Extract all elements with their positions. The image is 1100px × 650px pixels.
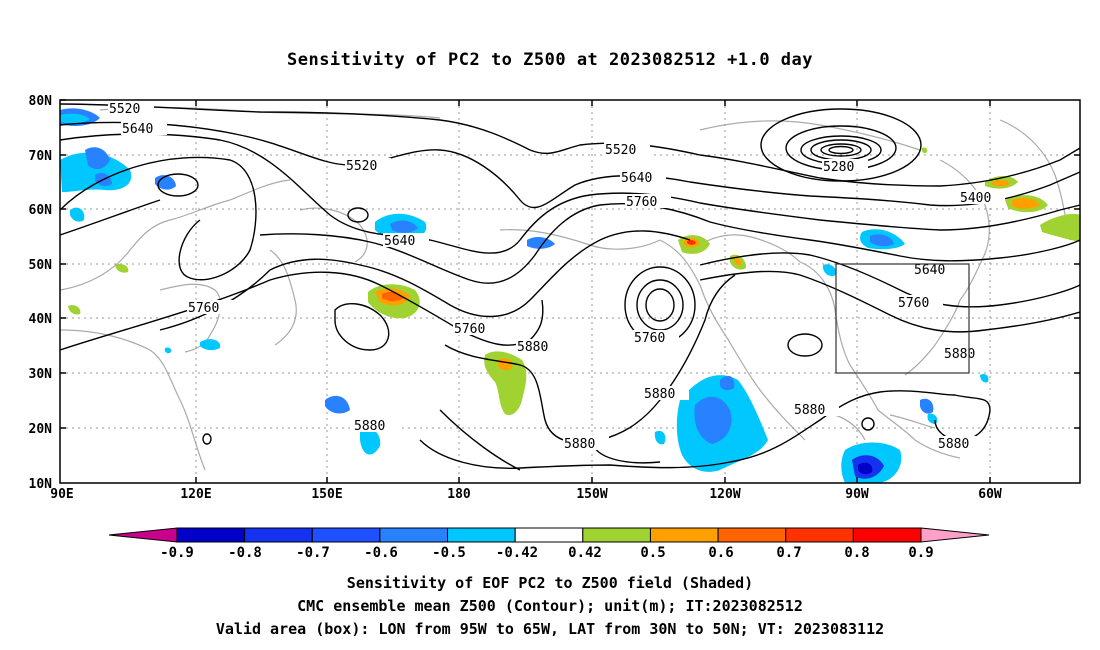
valid-area-box — [835, 263, 970, 374]
contour-label: 5880 — [354, 419, 385, 434]
contour-label: 5880 — [564, 437, 595, 452]
contour-label: 5880 — [938, 437, 969, 452]
colorbar-label: -0.6 — [364, 545, 398, 561]
lat-label: 20N — [29, 422, 53, 437]
contour-label: 5640 — [621, 171, 652, 186]
lon-label: 150W — [576, 487, 607, 502]
colorbar-label: 0.6 — [708, 545, 733, 561]
lat-label: 40N — [29, 312, 53, 327]
contour-label: 5520 — [109, 102, 140, 117]
closed-contours — [157, 108, 922, 445]
lon-label: 180 — [447, 487, 471, 502]
contour-label: 5880 — [517, 340, 548, 355]
lon-label: 120E — [180, 487, 211, 502]
lon-label: 90W — [845, 487, 869, 502]
colorbar-swatch — [717, 527, 787, 543]
contour-label: 5400 — [960, 191, 991, 206]
contour-label: 5640 — [914, 263, 945, 278]
colorbar-label: 0.8 — [844, 545, 869, 561]
lat-label: 80N — [29, 94, 53, 109]
colorbar-label: -0.7 — [296, 545, 330, 561]
colorbar-swatch — [447, 527, 516, 543]
lon-label: 120W — [709, 487, 740, 502]
colorbar-swatch — [379, 527, 449, 543]
lon-label: 90E — [50, 487, 73, 502]
colorbar-arrow-low — [108, 527, 178, 543]
gridlines — [60, 100, 1080, 483]
longitude-labels: 90E 120E 150E 180 150W 120W 90W 60W — [50, 487, 1002, 502]
colorbar-label: 0.5 — [640, 545, 665, 561]
caption-valid-area: Valid area (box): LON from 95W to 65W, L… — [215, 620, 885, 638]
contour-label: 5640 — [122, 122, 153, 137]
colorbar-label: 0.7 — [776, 545, 801, 561]
colorbar-label: 0.42 — [568, 545, 602, 561]
lon-label: 150E — [311, 487, 342, 502]
sensitivity-shading — [60, 108, 1080, 483]
colorbar-arrow-high — [920, 527, 990, 543]
contour-label: 5280 — [823, 160, 854, 175]
z500-contours — [60, 103, 1080, 471]
caption-contour: CMC ensemble mean Z500 (Contour); unit(m… — [297, 597, 803, 615]
lat-label: 50N — [29, 258, 53, 273]
colorbar-swatch — [582, 527, 651, 543]
lon-label: 60W — [978, 487, 1002, 502]
colorbar-label: -0.5 — [432, 545, 466, 561]
contour-label: 5760 — [454, 322, 485, 337]
contour-label: 5760 — [626, 195, 657, 210]
colorbar-label: 0.9 — [908, 545, 933, 561]
lat-label: 10N — [29, 477, 53, 492]
caption-shading: Sensitivity of EOF PC2 to Z500 field (Sh… — [346, 574, 754, 592]
colorbar-labels: -0.9 -0.8 -0.7 -0.6 -0.5 -0.42 0.42 0.5 … — [160, 545, 934, 561]
contour-label: 5880 — [944, 347, 975, 362]
contour-label: 5520 — [346, 159, 377, 174]
plot-title: Sensitivity of PC2 to Z500 at 2023082512… — [286, 50, 813, 70]
colorbar-label: -0.42 — [496, 545, 538, 561]
colorbar-swatch — [311, 527, 381, 543]
colorbar-label: -0.9 — [160, 545, 194, 561]
lat-label: 30N — [29, 367, 53, 382]
colorbar-swatch — [785, 527, 854, 543]
contour-label: 5880 — [644, 387, 675, 402]
colorbar — [108, 527, 990, 543]
tick-marks — [60, 99, 1080, 483]
colorbar-swatch — [176, 527, 246, 543]
colorbar-label: -0.8 — [228, 545, 262, 561]
colorbar-swatch — [852, 527, 922, 543]
contour-label: 5640 — [384, 234, 415, 249]
colorbar-swatch — [514, 527, 584, 543]
lat-label: 70N — [29, 149, 53, 164]
colorbar-swatch — [244, 527, 313, 543]
contour-label: 5760 — [634, 331, 665, 346]
contour-labels: 5520 5640 5520 5640 5520 5640 5760 5280 … — [108, 101, 1005, 452]
plot-frame — [59, 99, 1081, 484]
contour-label: 5760 — [898, 296, 929, 311]
contour-label: 5880 — [794, 403, 825, 418]
latitude-labels: 80N 70N 60N 50N 40N 30N 20N 10N — [29, 94, 53, 492]
contour-label: 5520 — [605, 143, 636, 158]
contour-label: 5760 — [188, 301, 219, 316]
lat-label: 60N — [29, 203, 53, 218]
colorbar-swatch — [649, 527, 719, 543]
